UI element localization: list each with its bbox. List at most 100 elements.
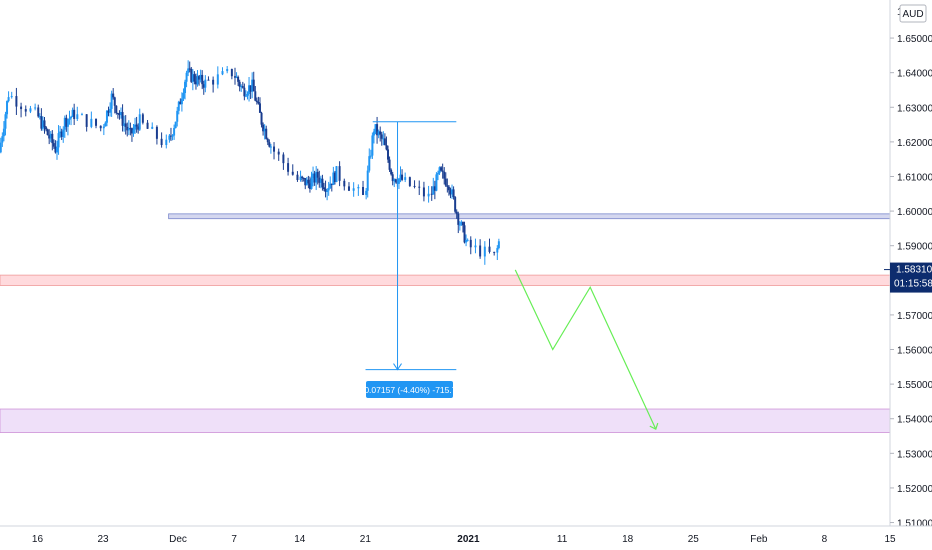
candle-body xyxy=(368,156,371,171)
candle-body xyxy=(461,222,464,226)
candle-body xyxy=(248,85,251,94)
candle-body xyxy=(483,246,486,257)
candle-body xyxy=(488,246,491,252)
candle-body xyxy=(291,171,294,175)
candle-body xyxy=(433,186,436,191)
candle-body xyxy=(109,108,112,113)
candle-body xyxy=(40,116,43,129)
candle-body xyxy=(302,177,305,179)
price-tick-label: 1.64000 xyxy=(897,69,932,80)
candle-body xyxy=(324,189,327,193)
projection-path xyxy=(514,269,659,430)
candle-body xyxy=(243,87,246,97)
candle-body xyxy=(177,101,180,111)
candle-body xyxy=(187,68,190,73)
candle-body xyxy=(165,139,168,146)
measure-label: -0.07157 (-4.40%) -715.7 xyxy=(362,381,457,398)
candle-body xyxy=(441,170,444,172)
candle-body xyxy=(226,69,229,72)
candle-body xyxy=(137,126,140,130)
candle-body xyxy=(277,151,280,155)
candle-body xyxy=(171,135,174,137)
candle-body xyxy=(335,166,338,183)
candle-body xyxy=(435,174,438,191)
candle-body xyxy=(254,91,257,101)
candle-body xyxy=(238,81,241,87)
candle-body xyxy=(383,138,386,146)
candle-body xyxy=(45,127,48,130)
candle-body xyxy=(388,159,391,170)
candle-body xyxy=(179,101,182,105)
time-tick-label: 8 xyxy=(822,534,828,545)
candle-body xyxy=(463,225,466,243)
candle-body xyxy=(233,76,236,78)
currency-badge[interactable] xyxy=(899,4,927,23)
candle-body xyxy=(43,120,46,128)
candle-body xyxy=(71,109,74,117)
price-tick-label: 1.55000 xyxy=(897,380,932,391)
candle-body xyxy=(380,134,383,139)
price-tick-label: 1.62000 xyxy=(897,138,932,149)
candle-body xyxy=(430,193,433,195)
zones xyxy=(0,213,891,433)
candle-body xyxy=(63,117,66,130)
candle-body xyxy=(287,163,290,172)
candle-body xyxy=(194,81,197,85)
candle-body xyxy=(316,172,319,178)
candle-body xyxy=(387,149,390,160)
candle-body xyxy=(124,123,127,127)
candle-body xyxy=(116,113,119,115)
candle-body xyxy=(438,167,441,174)
candle-body xyxy=(329,183,332,189)
time-tick-label: 16 xyxy=(32,534,44,545)
price-tick-label: 1.53000 xyxy=(897,449,932,460)
candle-body xyxy=(404,177,407,180)
candle-body xyxy=(29,108,32,112)
time-tick-label: 2021 xyxy=(457,534,480,545)
candle-body xyxy=(237,76,240,82)
candle-body xyxy=(176,110,179,122)
candle-body xyxy=(174,121,177,129)
candle-body xyxy=(118,113,121,116)
candle-body xyxy=(262,124,265,132)
candle-body xyxy=(66,119,69,127)
candle-body xyxy=(255,100,258,103)
candle-body xyxy=(249,85,252,92)
candle-body xyxy=(452,189,455,198)
candle-body xyxy=(347,186,350,191)
candle-body xyxy=(151,126,154,129)
candle-body xyxy=(330,183,333,186)
candle-body xyxy=(301,176,304,178)
candle-body xyxy=(465,239,468,243)
candle-body xyxy=(121,112,124,126)
candle-body xyxy=(146,122,149,129)
candle-body xyxy=(160,138,163,146)
candle-body xyxy=(207,79,210,81)
candle-body xyxy=(230,69,233,77)
candle-body xyxy=(212,79,215,85)
price-tick-label: 1.52000 xyxy=(897,484,932,495)
candle-body xyxy=(141,114,144,123)
candle-body xyxy=(107,110,110,113)
last-price-value: 1.58310 xyxy=(896,265,932,276)
candle-body xyxy=(307,179,310,184)
candle-body xyxy=(479,245,482,257)
candle-body xyxy=(322,187,325,190)
candle-body xyxy=(374,124,377,132)
candle-body xyxy=(126,126,129,131)
plot-background xyxy=(0,0,890,526)
candle-body xyxy=(102,126,105,129)
candle-body xyxy=(362,186,365,195)
time-tick-label: 11 xyxy=(557,534,568,545)
candle-body xyxy=(327,188,330,191)
candle-body xyxy=(1,136,4,143)
candle-body xyxy=(496,248,499,253)
candle-body xyxy=(138,114,141,130)
candle-body xyxy=(105,110,108,123)
candle-body xyxy=(0,142,2,153)
candle-body xyxy=(493,251,496,253)
candle-body xyxy=(38,116,41,118)
candle-body xyxy=(48,135,51,139)
candle-body xyxy=(73,109,76,119)
